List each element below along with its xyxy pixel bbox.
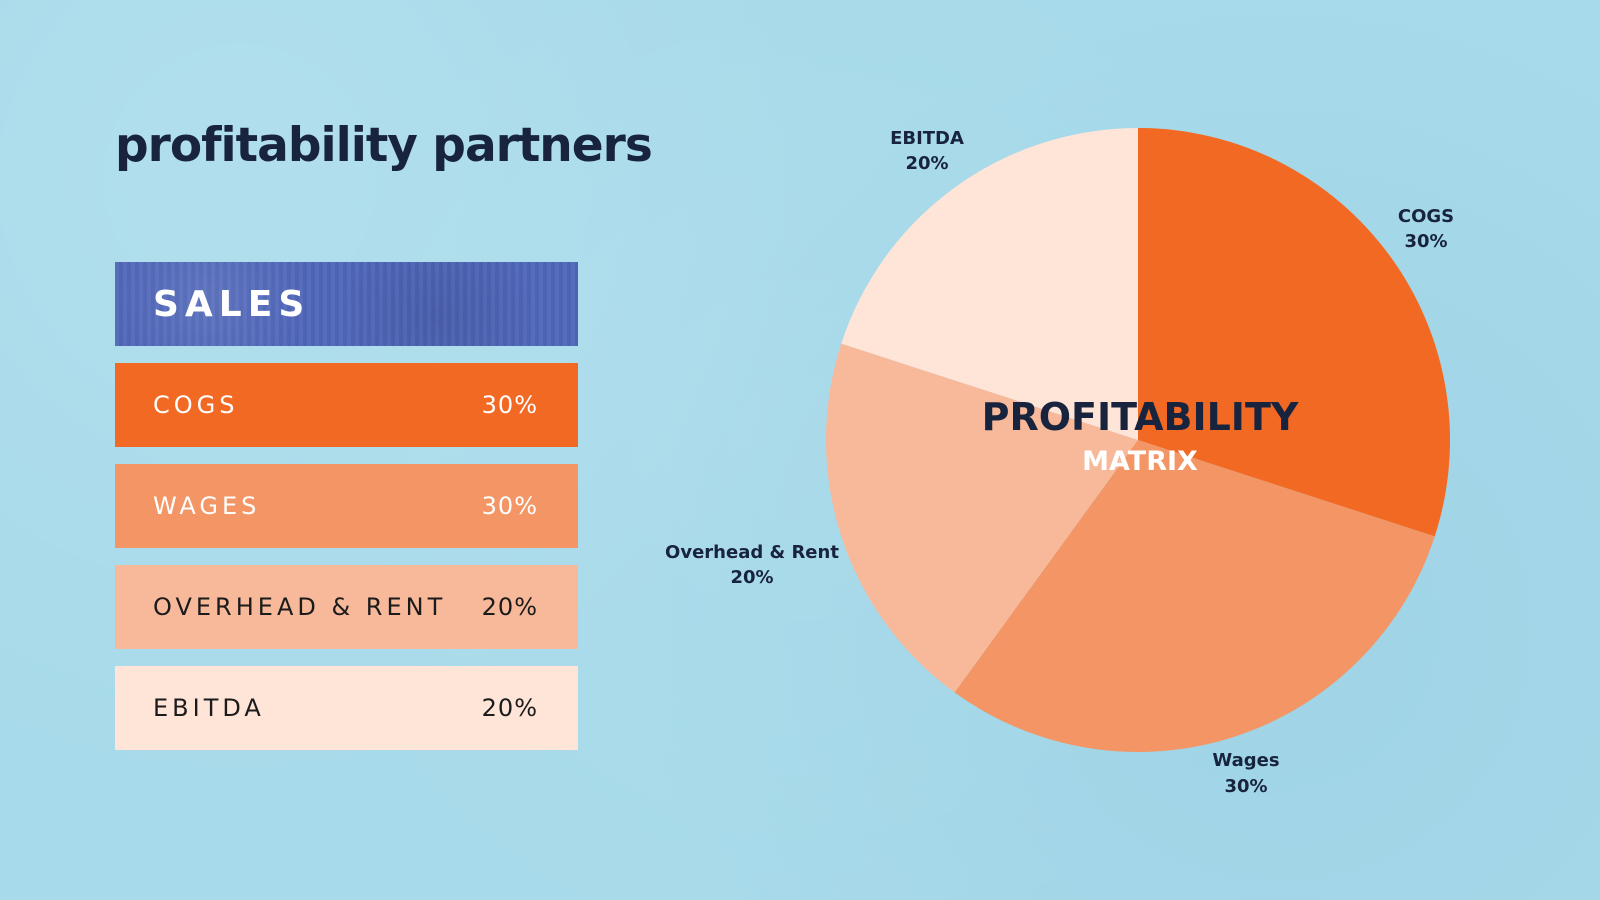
pie-slice-overhead-rent (826, 343, 1138, 693)
sales-header: SALES (115, 262, 578, 346)
chart-center-title: PROFITABILITY (982, 395, 1299, 439)
overhead-rent-chart-value: 20% (730, 567, 773, 588)
page-title: profitability partners (115, 118, 653, 173)
wages-value: 30% (481, 492, 538, 520)
table-row-wages: WAGES 30% (115, 464, 578, 548)
pie-slices-layer (826, 128, 1450, 753)
overhead-rent-value: 20% (481, 593, 538, 621)
table-row-ebitda: EBITDA 20% (115, 666, 578, 750)
wages-chart-label: Wages (1212, 750, 1279, 771)
ebitda-chart-label: EBITDA (890, 128, 964, 149)
ebitda-label: EBITDA (153, 694, 265, 722)
table-row-cogs: COGS 30% (115, 363, 578, 447)
cogs-chart-value: 30% (1404, 231, 1447, 252)
ebitda-value: 20% (481, 694, 538, 722)
overhead-rent-label: OVERHEAD & RENT (153, 593, 447, 621)
cogs-chart-label: COGS (1398, 206, 1454, 227)
pie-slice-cogs (1138, 128, 1450, 537)
pie-slice-wages (954, 440, 1435, 753)
sales-header-label: SALES (153, 283, 311, 325)
table-row-overhead-rent: OVERHEAD & RENT 20% (115, 565, 578, 649)
chart-center-subtitle: MATRIX (1082, 446, 1198, 477)
cogs-value: 30% (481, 391, 538, 419)
wages-chart-value: 30% (1224, 776, 1267, 797)
cogs-label: COGS (153, 391, 239, 419)
pie-slice-ebitda (841, 128, 1138, 440)
wages-label: WAGES (153, 492, 261, 520)
ebitda-chart-value: 20% (905, 153, 948, 174)
overhead-rent-chart-label: Overhead & Rent (665, 542, 839, 563)
